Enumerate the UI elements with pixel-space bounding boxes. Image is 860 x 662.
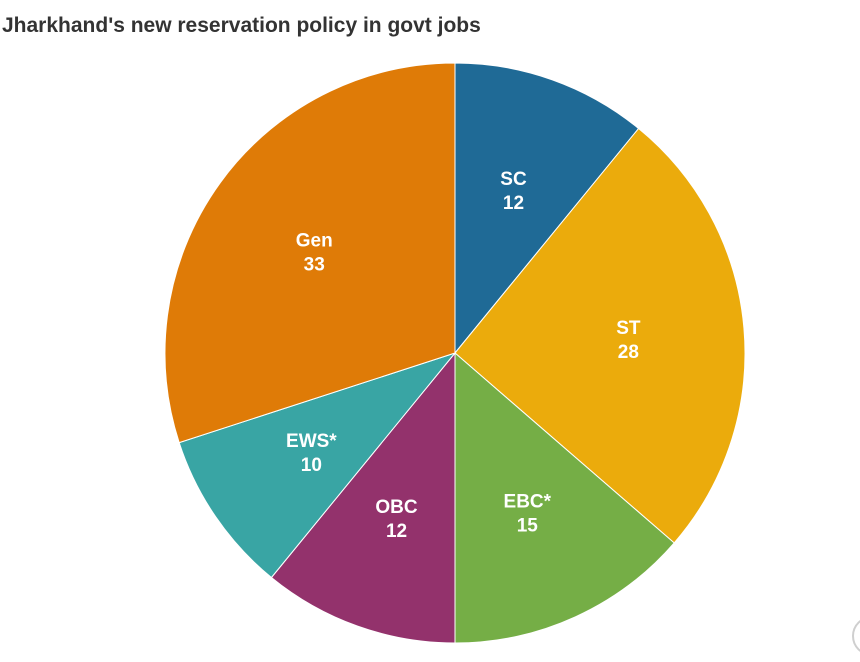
slice-label-gen: Gen [296,231,333,252]
slice-label-obc: OBC [375,497,418,518]
slice-label-sc: SC [500,169,527,190]
slice-value-obc: 12 [386,521,407,542]
slice-value-gen: 33 [304,255,325,276]
pie-slice-gen[interactable] [164,62,456,444]
slice-value-st: 28 [618,342,639,363]
pie-slices [164,62,746,644]
slice-label-st: ST [616,318,641,339]
slice-label-ews: EWS* [286,431,337,452]
pie-slice-st[interactable] [454,127,746,544]
slice-value-ebc: 15 [517,515,539,536]
pie-slice-obc[interactable] [270,351,456,644]
slice-value-sc: 12 [503,193,524,214]
pie-slice-sc[interactable] [454,62,640,355]
chart-title: Jharkhand's new reservation policy in go… [2,14,481,37]
pie-slice-ebc[interactable] [454,351,675,644]
slice-value-ews: 10 [301,455,322,476]
pie-labels: SC 12 ST 28 EBC* 15 OBC 12 EWS* 10 Gen 33 [286,169,641,542]
slice-label-ebc: EBC* [504,491,552,512]
pie-slice-ews[interactable] [178,351,457,579]
